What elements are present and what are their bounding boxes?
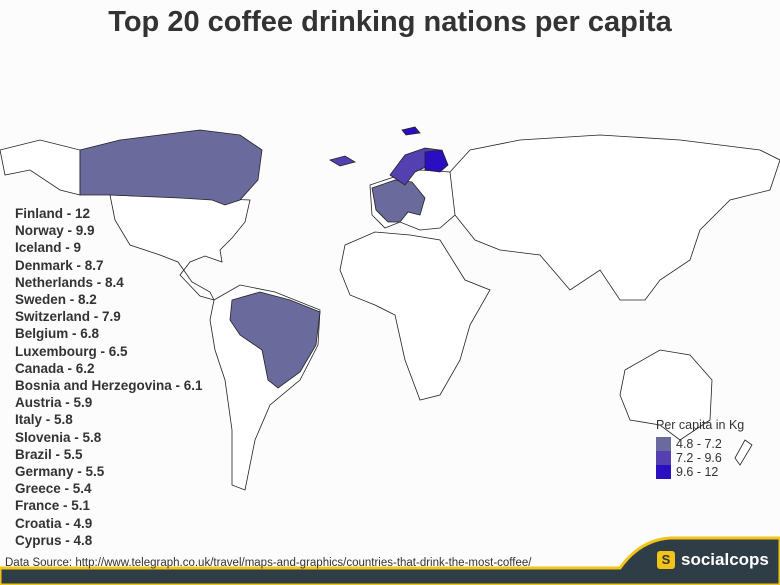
data-source: Data Source: http://www.telegraph.co.uk/…: [5, 557, 532, 569]
list-item: Canada - 6.2: [15, 360, 95, 376]
list-item: France - 5.1: [15, 498, 91, 514]
list-item: Norway - 9.9: [15, 223, 95, 239]
list-item: Netherlands - 8.4: [15, 274, 124, 290]
legend-item: 4.8 - 7.2: [656, 437, 744, 451]
brand-logo-icon: S: [657, 551, 675, 569]
list-item: Croatia - 4.9: [15, 515, 93, 531]
brand-name: socialcops: [681, 550, 769, 569]
asia: [449, 134, 780, 301]
usa-mexico: [109, 194, 251, 301]
finland: [424, 149, 449, 173]
list-item: Austria - 5.9: [15, 395, 93, 411]
brand: S socialcops: [657, 550, 769, 570]
legend-swatch: [656, 451, 671, 465]
canada: [79, 129, 263, 206]
list-item: Sweden - 8.2: [15, 292, 97, 308]
list-item: Denmark - 8.7: [15, 257, 104, 273]
list-item: Iceland - 9: [15, 240, 82, 256]
legend-item: 7.2 - 9.6: [656, 451, 744, 465]
legend-label: 7.2 - 9.6: [676, 451, 722, 465]
iceland: [328, 155, 357, 167]
legend-swatch: [656, 465, 671, 479]
list-item: Switzerland - 7.9: [15, 309, 121, 325]
list-item: Slovenia - 5.8: [15, 429, 102, 445]
brazil: [229, 291, 321, 389]
list-item: Luxembourg - 6.5: [15, 343, 128, 359]
list-item: Bosnia and Herzegovina - 6.1: [15, 378, 203, 394]
list-item: Italy - 5.8: [15, 412, 73, 428]
legend-title: Per capita in Kg: [656, 418, 745, 432]
alaska: [0, 139, 81, 196]
legend-item: 9.6 - 12: [656, 465, 744, 479]
svalbard: [401, 126, 421, 136]
country-list: Finland - 12 Norway - 9.9 Iceland - 9 De…: [15, 205, 203, 549]
page-title: Top 20 coffee drinking nations per capit…: [108, 6, 672, 38]
list-item: Finland - 12: [15, 206, 91, 221]
australia: [619, 349, 713, 441]
legend-swatch: [656, 437, 671, 451]
list-item: Cyprus - 4.8: [15, 532, 93, 548]
new-zealand: [734, 439, 753, 466]
list-item: Greece - 5.4: [15, 481, 92, 497]
map-legend: Per capita in Kg 4.8 - 7.2 7.2 - 9.6 9.6…: [656, 418, 744, 479]
list-item: Germany - 5.5: [15, 464, 105, 480]
legend-label: 4.8 - 7.2: [676, 437, 722, 451]
list-item: Brazil - 5.5: [15, 446, 83, 462]
footer-bar: [0, 536, 780, 585]
legend-label: 9.6 - 12: [676, 465, 719, 479]
list-item: Belgium - 6.8: [15, 326, 100, 342]
africa: [339, 231, 491, 401]
